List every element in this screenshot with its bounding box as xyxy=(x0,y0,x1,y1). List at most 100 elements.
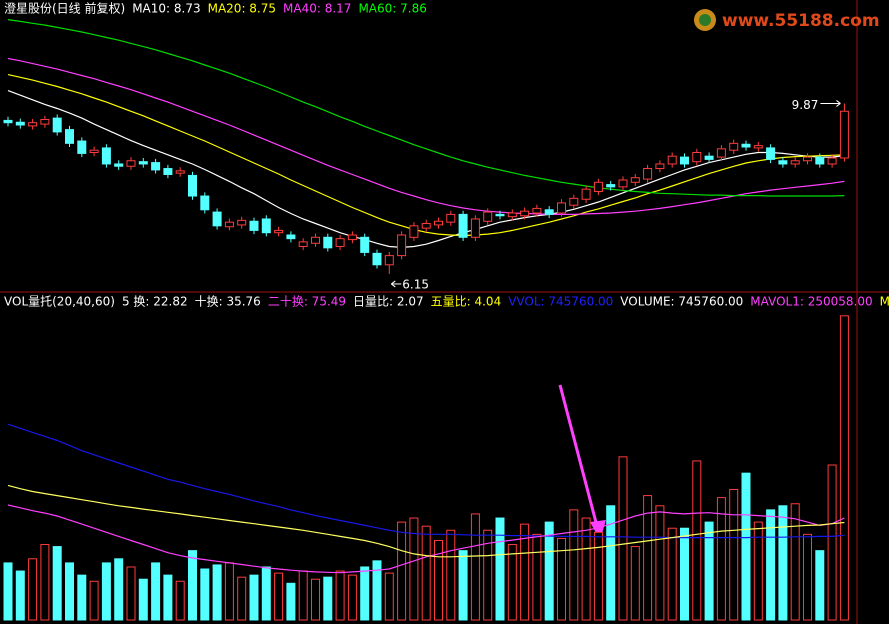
volume-bar xyxy=(15,570,25,621)
volume-bar xyxy=(77,574,87,621)
volume-bar xyxy=(372,560,382,621)
volume-bar xyxy=(188,550,197,621)
volume-bar xyxy=(384,572,394,621)
candle-body xyxy=(655,163,665,170)
candle-body xyxy=(716,148,726,158)
watermark-logo xyxy=(699,14,711,26)
volume-bar xyxy=(65,562,74,621)
candle-body xyxy=(249,220,259,231)
volume-bar xyxy=(557,537,566,621)
candle-body xyxy=(520,210,530,217)
candle-body xyxy=(593,181,603,192)
candle-body xyxy=(126,160,136,167)
volume-bar xyxy=(446,529,456,621)
candle-body xyxy=(692,152,702,163)
volume-bar xyxy=(532,533,542,621)
candle-body xyxy=(741,143,751,148)
volume-bar xyxy=(261,566,271,621)
volume-bar xyxy=(495,517,505,621)
volume-bar xyxy=(704,521,714,621)
header-text: 十换: 35.76 xyxy=(195,295,261,309)
volume-bar xyxy=(347,574,357,621)
candle-body xyxy=(347,234,357,241)
volume-bar xyxy=(827,464,837,621)
volume-bar xyxy=(126,566,136,621)
candle-body xyxy=(200,195,210,211)
volume-bar xyxy=(397,521,407,621)
volume-bar xyxy=(483,529,493,621)
candle-body xyxy=(606,184,616,188)
volume-bar xyxy=(618,456,628,621)
candle-body xyxy=(151,162,161,171)
candle-body xyxy=(138,161,148,165)
header-text: 二十换: 75.49 xyxy=(268,295,346,309)
volume-bar xyxy=(716,497,726,621)
header-text: MA10: 8.73 xyxy=(132,2,200,16)
volume-bar xyxy=(593,531,603,621)
volume-bar xyxy=(409,517,419,621)
candle-body xyxy=(778,160,788,165)
volume-bar xyxy=(151,562,161,621)
candle-body xyxy=(286,234,296,240)
candle-body xyxy=(175,170,185,174)
annotation-arrowhead xyxy=(836,100,841,107)
volume-bar xyxy=(298,570,308,621)
candle-body xyxy=(15,121,25,126)
volume-bar xyxy=(680,527,689,621)
candle-body xyxy=(237,219,247,226)
volume-bar xyxy=(40,544,50,621)
volume-bar xyxy=(803,533,812,621)
volume-bar xyxy=(839,315,849,621)
volume-bar xyxy=(249,574,259,621)
candle-body xyxy=(261,218,271,234)
volume-bar xyxy=(138,578,148,621)
arrow-shaft xyxy=(558,384,600,531)
header-text: VOLUME: 745760.00 xyxy=(620,295,743,309)
candle-body xyxy=(274,229,284,234)
header-text: MA20: 8.75 xyxy=(208,2,276,16)
header-text: MA60: 7.86 xyxy=(358,2,426,16)
header-text: 日量比: 2.07 xyxy=(353,295,424,309)
volume-bar xyxy=(237,576,247,621)
low-annotation: 6.15 xyxy=(402,277,429,291)
volume-bar xyxy=(569,509,579,621)
volume-bar xyxy=(212,564,222,621)
volume-bar xyxy=(458,550,468,621)
candle-body xyxy=(335,238,345,247)
volume-bar xyxy=(200,568,210,621)
candle-body xyxy=(729,142,739,151)
volume-bar xyxy=(323,576,333,621)
candle-body xyxy=(384,255,394,266)
candle-body xyxy=(667,155,677,165)
candle-body xyxy=(458,213,468,238)
header-text: 五量比: 4.04 xyxy=(431,295,502,309)
header-text: MAVOL2: 239 xyxy=(880,295,889,309)
line-series xyxy=(7,423,845,539)
candle-body xyxy=(323,236,333,249)
candle-body xyxy=(65,129,74,144)
line-series xyxy=(7,57,845,215)
header-text: MAVOL1: 250058.00 xyxy=(750,295,872,309)
volume-bar xyxy=(741,472,751,621)
header-text: VVOL: 745760.00 xyxy=(508,295,613,309)
candle-body xyxy=(470,218,480,238)
candle-body xyxy=(618,179,628,188)
candle-body xyxy=(532,207,542,214)
candle-body xyxy=(28,122,38,127)
candle-body xyxy=(360,236,370,253)
candle-body xyxy=(790,160,800,165)
annotation-arrowhead xyxy=(391,280,396,288)
volume-bar xyxy=(421,525,431,621)
candle-body xyxy=(803,156,812,162)
volume-bar xyxy=(335,570,345,621)
candle-body xyxy=(409,225,419,238)
candle-body xyxy=(766,147,776,160)
candle-body xyxy=(827,157,837,165)
candle-body xyxy=(839,110,849,159)
volume-bar xyxy=(753,521,763,621)
candle-body xyxy=(397,234,407,257)
candle-body xyxy=(434,220,443,226)
candle-body xyxy=(188,174,197,197)
